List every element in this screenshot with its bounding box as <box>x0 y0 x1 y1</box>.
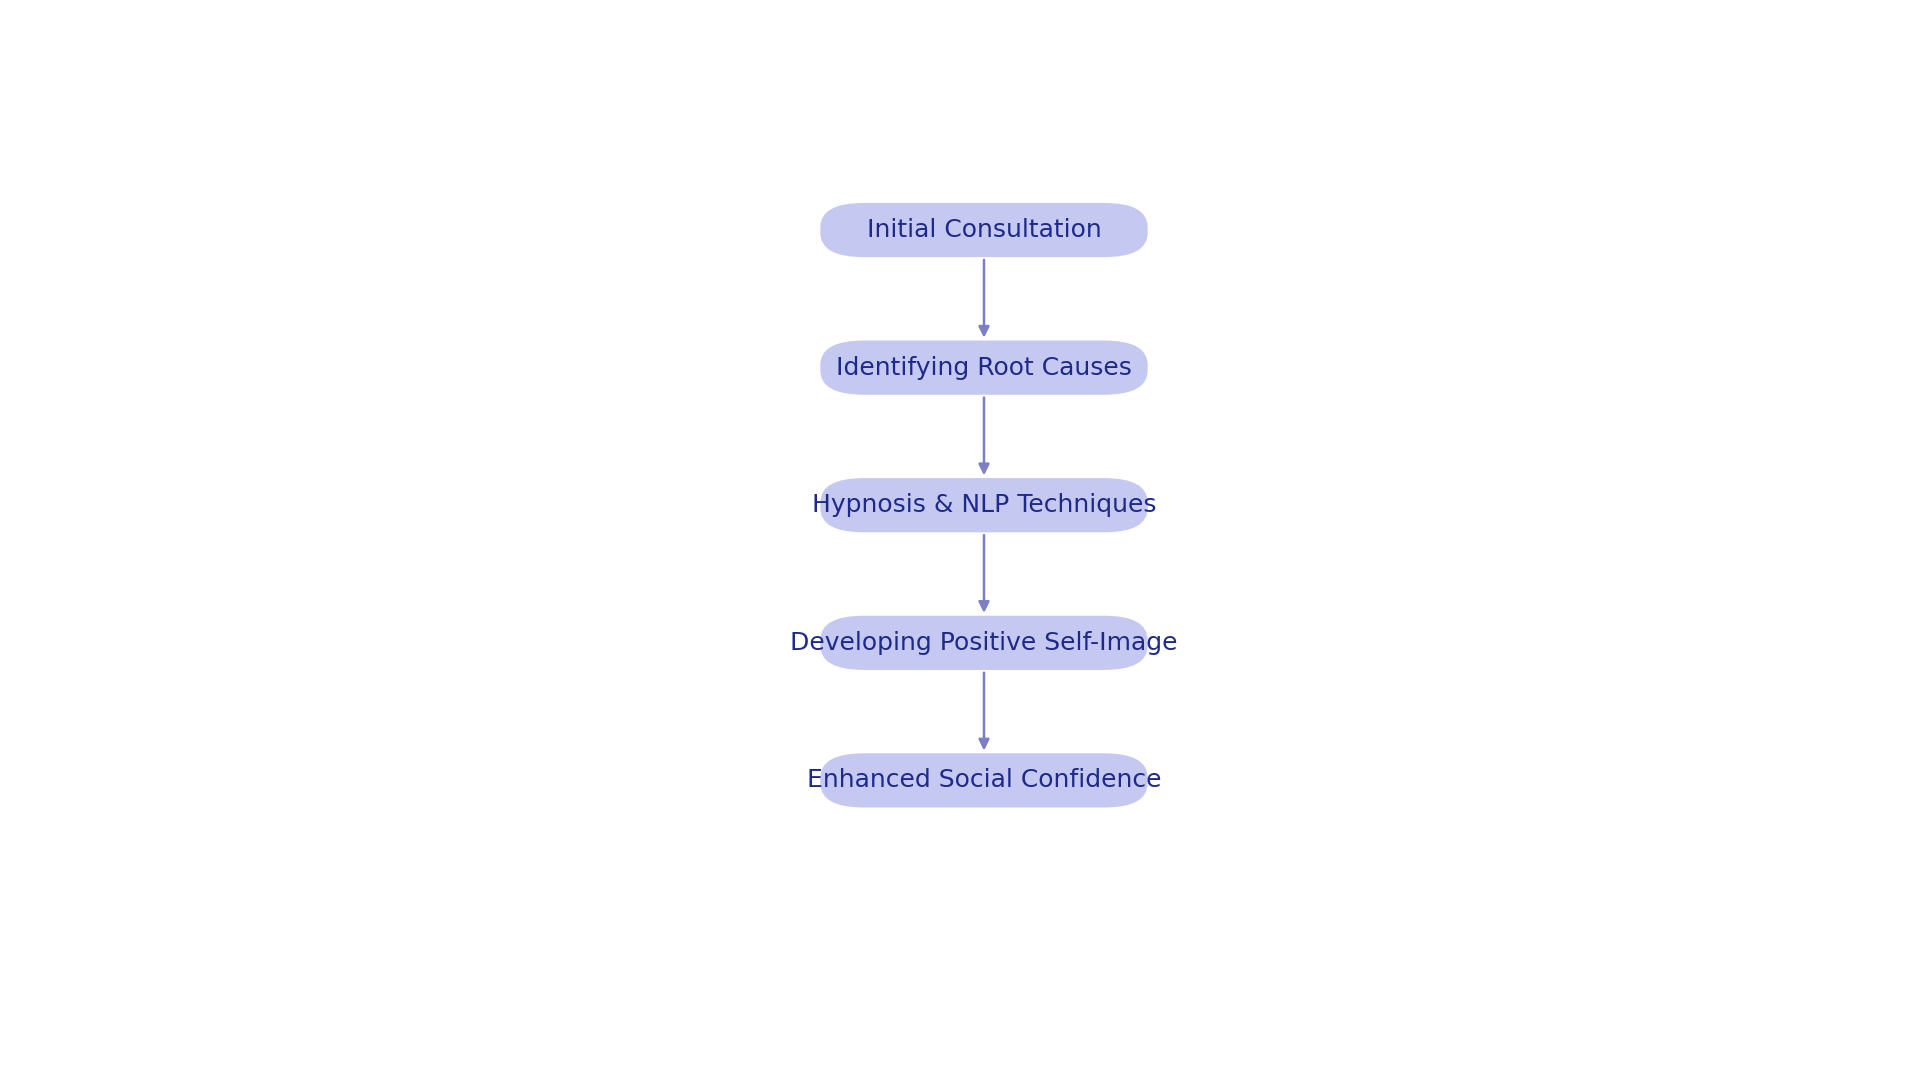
Text: Developing Positive Self-Image: Developing Positive Self-Image <box>791 630 1177 655</box>
Text: Enhanced Social Confidence: Enhanced Social Confidence <box>806 769 1162 793</box>
FancyBboxPatch shape <box>820 340 1148 394</box>
FancyBboxPatch shape <box>820 478 1148 533</box>
FancyBboxPatch shape <box>820 754 1148 808</box>
Text: Hypnosis & NLP Techniques: Hypnosis & NLP Techniques <box>812 493 1156 518</box>
Text: Initial Consultation: Initial Consultation <box>866 218 1102 242</box>
FancyBboxPatch shape <box>820 616 1148 670</box>
Text: Identifying Root Causes: Identifying Root Causes <box>835 355 1133 380</box>
FancyBboxPatch shape <box>820 203 1148 257</box>
